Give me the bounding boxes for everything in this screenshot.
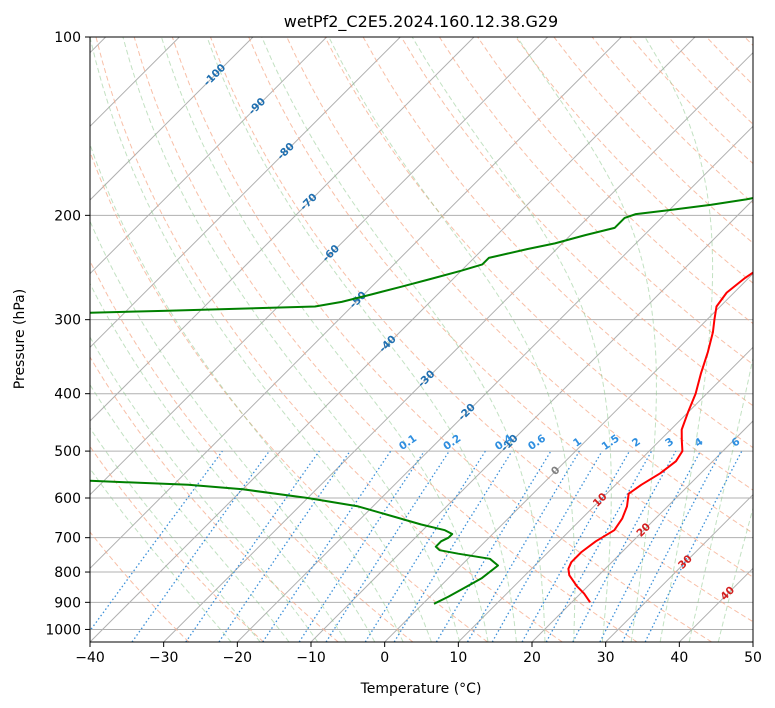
moist-adiabat: [160, 37, 489, 642]
moist-adiabat: [644, 37, 714, 642]
x-tick-label: 20: [523, 650, 541, 666]
isotherm-line: [163, 51, 753, 642]
y-axis-label: Pressure (hPa): [12, 289, 28, 389]
y-tick-label: 1000: [45, 622, 81, 638]
moist-adiabat: [688, 355, 753, 642]
profile-series: [90, 197, 753, 605]
isotherm-line: [90, 37, 549, 496]
plot-background: [90, 37, 753, 642]
x-tick-label: 40: [670, 650, 688, 666]
y-tick-label: 800: [54, 565, 81, 581]
y-tick-label: 500: [54, 444, 81, 460]
plot-frame: [89, 36, 754, 643]
moist-adiabat: [90, 336, 319, 642]
isotherm-line: [90, 37, 328, 275]
dewpoint-profile: [90, 197, 753, 605]
dry-adiabat: [90, 150, 488, 642]
dry-adiabat: [324, 37, 753, 491]
dry-adiabat: [210, 37, 753, 623]
isotherm-line: [236, 125, 753, 642]
mixing-ratio-line: [393, 450, 513, 642]
isotherm-line: [752, 641, 753, 642]
dry-adiabat: [90, 259, 414, 642]
x-axis: −40 −30 −20 −10 0 10 20 30 40 50: [75, 642, 762, 666]
isotherm-line: [605, 493, 753, 642]
temperature-profile: [567, 271, 753, 603]
x-tick-label: −20: [223, 650, 253, 666]
dry-adiabat: [438, 37, 753, 366]
mixing-ratio-label: 8: [755, 436, 768, 450]
isotherm-line: [531, 420, 753, 642]
background-lines: [90, 37, 753, 642]
moist-adiabat: [90, 220, 376, 642]
x-tick-label: 0: [380, 650, 389, 666]
y-tick-label: 900: [54, 595, 81, 611]
dry-adiabat: [248, 37, 753, 578]
isotherm-line: [90, 37, 254, 201]
moist-adiabat: [90, 427, 261, 642]
isotherm-line: [90, 37, 401, 349]
dry-adiabat: [95, 37, 563, 642]
x-tick-label: −40: [75, 650, 105, 666]
x-axis-label: Temperature (°C): [360, 681, 482, 697]
y-tick-label: 100: [54, 30, 81, 46]
y-axis: 100 200 300 400 500 600 700 800 900 1000: [45, 30, 90, 638]
mixing-ratio-line: [545, 450, 653, 642]
moist-adiabat: [122, 37, 461, 642]
moist-adiabat: [90, 467, 232, 642]
dry-adiabat: [90, 531, 190, 642]
mixing-ratio-line: [644, 450, 743, 642]
moist-adiabat: [90, 37, 432, 642]
isotherm-line: [384, 272, 753, 642]
moist-adiabat: [328, 37, 576, 642]
x-tick-label: 30: [597, 650, 615, 666]
moist-adiabat: [717, 506, 753, 642]
moist-adiabat: [411, 37, 612, 642]
mixing-ratio-line: [90, 450, 223, 632]
isotherm-line: [90, 37, 696, 642]
dry-adiabat: [133, 37, 638, 642]
dry-adiabat: [90, 356, 339, 642]
mixing-ratio-line: [325, 450, 450, 642]
x-tick-label: 10: [449, 650, 467, 666]
x-tick-label: −30: [149, 650, 179, 666]
y-tick-label: 200: [54, 208, 81, 224]
mixing-ratio-line: [185, 450, 320, 642]
moist-adiabat: [206, 37, 517, 642]
y-tick-label: 600: [54, 491, 81, 507]
chart-title: wetPf2_C2E5.2024.160.12.38.G29: [284, 12, 558, 32]
dry-adiabat: [400, 37, 753, 407]
dry-adiabat: [515, 37, 753, 284]
mixing-ratio-line: [218, 450, 351, 642]
mixing-ratio-line: [298, 450, 425, 642]
isotherm-line: [457, 346, 753, 642]
x-tick-label: −10: [296, 650, 326, 666]
mixing-ratio-line: [262, 450, 392, 642]
mixing-ratio-line: [521, 450, 631, 642]
y-tick-label: 300: [54, 313, 81, 329]
isotherm-line: [90, 37, 622, 570]
moist-adiabat: [90, 383, 290, 642]
moist-adiabat: [516, 37, 657, 642]
x-tick-label: 50: [744, 650, 762, 666]
mixing-ratio-line: [572, 450, 677, 642]
dry-adiabat: [171, 37, 712, 642]
dry-adiabat: [90, 445, 264, 642]
moist-adiabat: [90, 142, 404, 642]
moist-adiabat: [261, 37, 546, 642]
mixing-ratio-line: [131, 450, 270, 642]
isotherm-line: [90, 37, 475, 422]
y-tick-label: 400: [54, 387, 81, 403]
y-tick-label: 700: [54, 531, 81, 547]
